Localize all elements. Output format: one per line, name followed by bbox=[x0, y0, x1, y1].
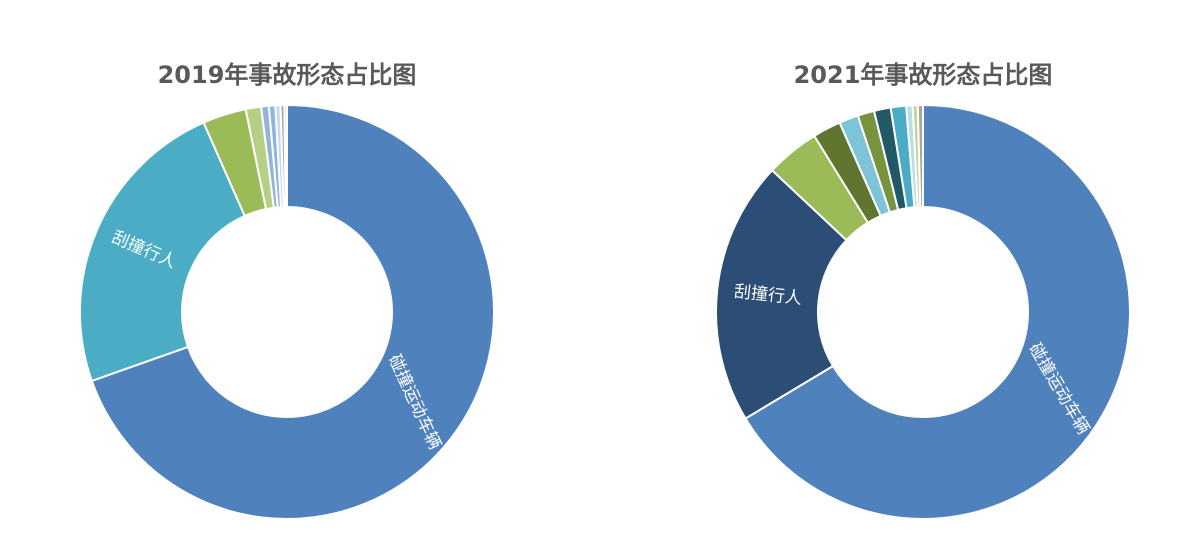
slice bbox=[283, 103, 288, 209]
slice bbox=[916, 103, 924, 209]
slice bbox=[715, 168, 848, 420]
chart-title: 2021年事故形态占比图 bbox=[794, 61, 1053, 89]
chart-title: 2019年事故形态占比图 bbox=[158, 61, 417, 89]
slice bbox=[79, 121, 247, 383]
slice bbox=[744, 103, 1131, 520]
slice bbox=[90, 103, 495, 520]
